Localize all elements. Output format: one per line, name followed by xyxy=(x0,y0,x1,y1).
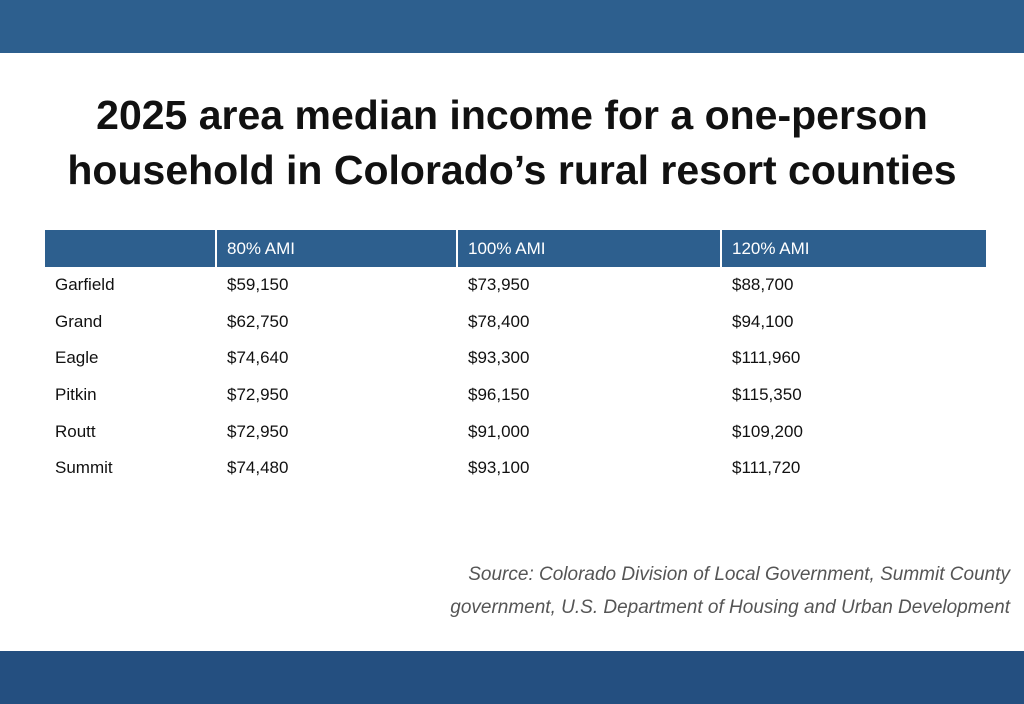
cell-80-ami: $59,150 xyxy=(227,275,289,295)
header-cell-120-ami: 120% AMI xyxy=(720,230,986,267)
table-row: Summit $74,480 $93,100 $111,720 xyxy=(45,450,986,487)
cell-120-ami: $94,100 xyxy=(732,311,794,331)
table-row: Eagle $74,640 $93,300 $111,960 xyxy=(45,340,986,377)
table-header-row: 80% AMI 100% AMI 120% AMI xyxy=(45,230,986,267)
table-row: Grand $62,750 $78,400 $94,100 xyxy=(45,304,986,341)
footer-band xyxy=(0,651,1024,704)
ami-table: 80% AMI 100% AMI 120% AMI Garfield $59,15… xyxy=(45,230,986,487)
cell-80-ami: $72,950 xyxy=(227,421,289,441)
cell-county: Pitkin xyxy=(55,385,97,405)
header-cell-100-ami: 100% AMI xyxy=(456,230,721,267)
header-cell-county xyxy=(45,230,216,267)
cell-county: Grand xyxy=(55,311,103,331)
cell-120-ami: $115,350 xyxy=(732,385,802,405)
table-body: Garfield $59,150 $73,950 $88,700 Grand $62,75… xyxy=(45,267,986,487)
cell-80-ami: $62,750 xyxy=(227,311,289,331)
source-line-2: government, U.S. Department of Housing a… xyxy=(450,597,1010,618)
table-row: Pitkin $72,950 $96,150 $115,350 xyxy=(45,377,986,414)
cell-120-ami: $88,700 xyxy=(732,275,794,295)
table-header: 80% AMI 100% AMI 120% AMI xyxy=(45,230,986,267)
cell-county: Routt xyxy=(55,421,96,441)
cell-80-ami: $74,640 xyxy=(227,348,289,368)
cell-100-ami: $96,150 xyxy=(468,385,530,405)
source-line-1: Source: Colorado Division of Local Gover… xyxy=(468,564,1010,585)
cell-120-ami: $111,960 xyxy=(732,348,801,368)
chart-title-line-2: household in Colorado’s rural resort cou… xyxy=(67,147,957,193)
cell-80-ami: $72,950 xyxy=(227,385,289,405)
header-band xyxy=(0,0,1024,53)
chart-title: 2025 area median income for a one-person… xyxy=(0,88,1024,198)
table-row: Routt $72,950 $91,000 $109,200 xyxy=(45,413,986,450)
cell-100-ami: $91,000 xyxy=(468,421,530,441)
cell-120-ami: $109,200 xyxy=(732,421,803,441)
source-note: Source: Colorado Division of Local Gover… xyxy=(310,558,1010,624)
cell-100-ami: $73,950 xyxy=(468,275,530,295)
chart-title-line-1: 2025 area median income for a one-person xyxy=(96,92,928,138)
header-cell-80-ami: 80% AMI xyxy=(215,230,457,267)
cell-county: Summit xyxy=(55,458,113,478)
cell-county: Garfield xyxy=(55,275,115,295)
cell-100-ami: $78,400 xyxy=(468,311,530,331)
table-row: Garfield $59,150 $73,950 $88,700 xyxy=(45,267,986,304)
cell-100-ami: $93,100 xyxy=(468,458,530,478)
cell-county: Eagle xyxy=(55,348,99,368)
cell-80-ami: $74,480 xyxy=(227,458,289,478)
cell-120-ami: $111,720 xyxy=(732,458,801,478)
cell-100-ami: $93,300 xyxy=(468,348,530,368)
